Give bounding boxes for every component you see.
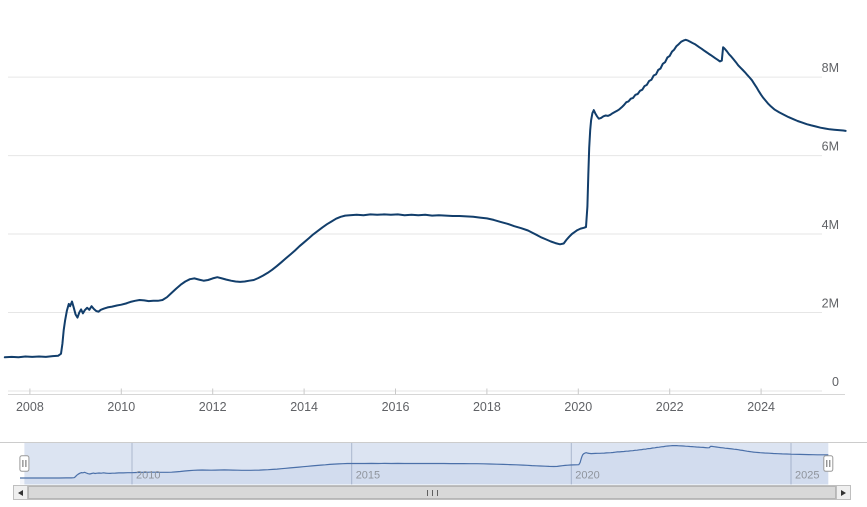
x-axis-label: 2020 [564, 400, 592, 414]
x-axis-label: 2010 [107, 400, 135, 414]
y-axis-label: 0 [832, 375, 839, 389]
y-axis-label: 4M [822, 218, 839, 232]
x-axis-label: 2016 [382, 400, 410, 414]
main-series-line [3, 38, 847, 359]
chart-plot-area[interactable] [5, 10, 846, 395]
scrollbar [13, 485, 851, 500]
x-axis-label: 2008 [16, 400, 44, 414]
x-axis-label: 2012 [199, 400, 227, 414]
y-axis-label: 8M [822, 61, 839, 75]
x-axis-label: 2024 [747, 400, 775, 414]
main-chart: 2008 2010 2012 2014 2016 2018 2020 2022 2024 0 2M 4… [3, 10, 847, 414]
scroll-left-button[interactable] [13, 485, 28, 500]
handle-body[interactable] [823, 455, 834, 472]
navigator-handle-right[interactable] [823, 455, 834, 472]
x-axis-label: 2014 [290, 400, 318, 414]
y-axis-label: 2M [822, 297, 839, 311]
scrollbar-track[interactable] [28, 485, 836, 500]
scrollbar-grip-icon [426, 489, 438, 496]
navigator-mask[interactable] [24, 442, 829, 485]
handle-body[interactable] [19, 455, 30, 472]
scroll-left-icon [18, 489, 23, 496]
x-axis-label: 2018 [473, 400, 501, 414]
scroll-right-button[interactable] [836, 485, 851, 500]
scrollbar-thumb[interactable] [28, 486, 836, 499]
y-axis-label: 6M [822, 140, 839, 154]
x-axis-label: 2022 [656, 400, 684, 414]
scroll-right-icon [841, 489, 846, 496]
navigator-handle-left[interactable] [19, 455, 30, 472]
